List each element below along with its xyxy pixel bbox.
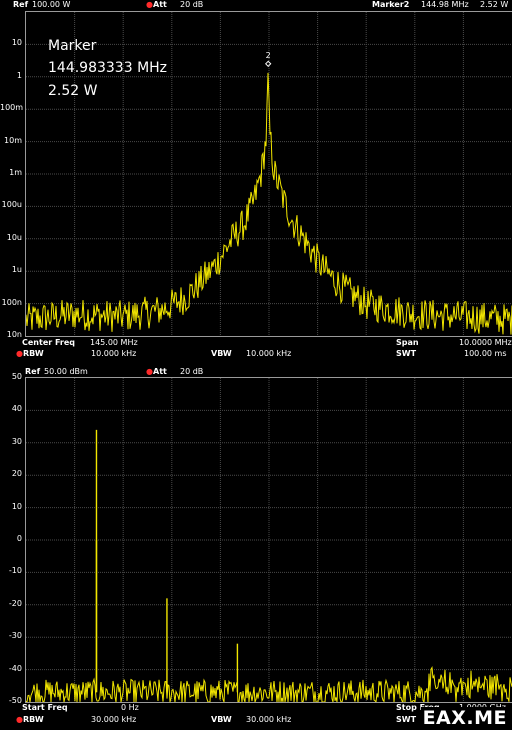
bottom-ref-value: 50.00 dBm — [44, 367, 88, 376]
bottom-vbw-label: VBW — [211, 715, 232, 724]
bottom-att-value: 20 dB — [180, 367, 204, 376]
stop-freq-label: Stop Freq — [396, 703, 440, 712]
bottom-swt-label: SWT — [396, 715, 417, 724]
bottom-att-label: Att — [153, 367, 167, 376]
span-label: Span — [396, 338, 419, 347]
marker-annotation-power: 2.52 W — [48, 83, 98, 99]
top-y-tick-label: 10m — [4, 135, 22, 145]
top-ref-value: 100.00 W — [32, 0, 71, 9]
marker-annotation-freq: 144.983333 MHz — [48, 60, 168, 76]
top-trace-line — [26, 72, 512, 335]
marker-power: 2.52 W — [480, 0, 509, 9]
vbw-value: 10.000 kHz — [246, 349, 292, 358]
top-att-label: Att — [153, 0, 167, 9]
bottom-rbw-value: 30.000 kHz — [91, 715, 137, 724]
marker-number-label: 2 — [266, 51, 271, 60]
bottom-y-tick-label: -30 — [8, 631, 22, 641]
bottom-vbw-value: 30.000 kHz — [246, 715, 292, 724]
top-y-tick-label: 10u — [6, 232, 22, 242]
bottom-y-tick-label: 20 — [11, 469, 22, 479]
top-y-tick-label: 100u — [1, 200, 22, 210]
marker-label: Marker2 — [372, 0, 410, 9]
rbw-value: 10.000 kHz — [91, 349, 137, 358]
bottom-y-tick-label: 30 — [11, 436, 22, 446]
top-y-tick-label: 100n — [1, 297, 22, 307]
rbw-indicator-icon: ● — [16, 349, 23, 358]
rbw-label: RBW — [23, 349, 44, 358]
bottom-header: Ref 50.00 dBm ● Att 20 dB — [0, 367, 512, 377]
bottom-rbw-indicator-icon: ● — [16, 715, 23, 724]
top-y-tick-label: 1u — [11, 265, 22, 275]
bottom-y-tick-label: 40 — [11, 404, 22, 414]
top-y-tick-label: 10 — [11, 38, 22, 48]
watermark-logo: EAX.ME — [420, 707, 509, 729]
bottom-y-tick-label: 10 — [11, 501, 22, 511]
bottom-y-tick-label: -20 — [8, 598, 22, 608]
bottom-y-tick-label: -50 — [8, 696, 22, 705]
vbw-label: VBW — [211, 349, 232, 358]
start-freq-label: Start Freq — [22, 703, 68, 712]
bottom-footer-row2: ● RBW 30.000 kHz VBW 30.000 kHz SWT — [0, 715, 512, 725]
top-header: Ref 100.00 W ● Att 20 dB Marker2 144.98 … — [0, 0, 512, 10]
bottom-y-tick-label: -10 — [8, 566, 22, 576]
bottom-y-tick-label: -40 — [8, 663, 22, 673]
bottom-spectrum-chart — [26, 378, 512, 702]
marker-diamond-icon[interactable] — [264, 60, 272, 68]
swt-value: 100.00 ms — [464, 349, 507, 358]
top-spectrum-chart: 2 — [26, 12, 512, 336]
span-value: 10.0000 MHz — [459, 338, 512, 347]
bottom-plot — [25, 377, 512, 703]
bottom-trace-line — [26, 666, 512, 702]
bottom-att-indicator-icon: ● — [146, 367, 153, 376]
bottom-ref-label: Ref — [25, 367, 41, 376]
top-y-tick-label: 100m — [0, 103, 24, 113]
top-footer-row2: ● RBW 10.000 kHz VBW 10.000 kHz SWT 100.… — [0, 349, 512, 359]
top-att-value: 20 dB — [180, 0, 204, 9]
swt-label: SWT — [396, 349, 417, 358]
bottom-y-tick-label: 50 — [11, 372, 22, 381]
top-y-tick-label: 1 — [16, 70, 22, 80]
top-footer-row1: Center Freq 145.00 MHz Span 10.0000 MHz — [0, 338, 512, 348]
top-ref-label: Ref — [13, 0, 29, 9]
bottom-rbw-label: RBW — [23, 715, 44, 724]
center-freq-value: 145.00 MHz — [90, 338, 138, 347]
top-plot: 2 Marker 144.983333 MHz 2.52 W — [25, 11, 512, 337]
start-freq-value: 0 Hz — [121, 703, 139, 712]
marker-annotation-title: Marker — [48, 38, 97, 54]
bottom-y-tick-label: 0 — [16, 534, 22, 543]
marker-freq: 144.98 MHz — [421, 0, 469, 9]
top-y-tick-label: 10n — [6, 330, 22, 339]
center-freq-label: Center Freq — [22, 338, 76, 347]
att-indicator-icon: ● — [146, 0, 153, 9]
top-y-tick-label: 1m — [9, 168, 22, 177]
